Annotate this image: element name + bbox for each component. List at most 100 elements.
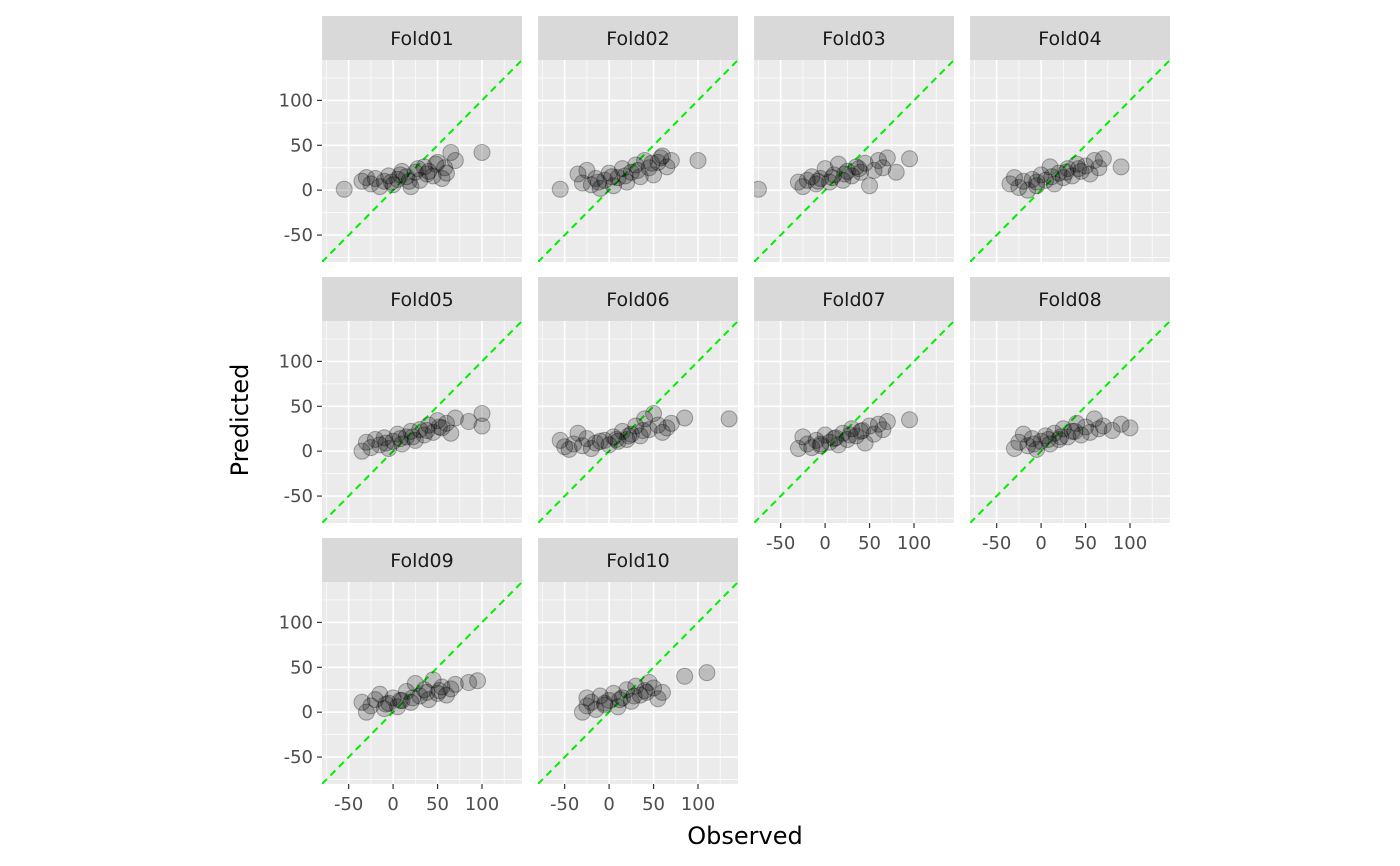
data-point <box>1014 425 1032 443</box>
data-point <box>1069 160 1087 178</box>
data-point <box>803 439 821 457</box>
data-point <box>618 431 636 449</box>
data-point <box>406 674 424 692</box>
data-point <box>847 427 865 445</box>
panel-background <box>538 321 738 523</box>
data-point <box>613 422 631 440</box>
panel-plot-area <box>322 321 522 523</box>
data-point <box>366 170 384 188</box>
data-point <box>362 439 380 457</box>
data-point <box>1028 440 1046 458</box>
data-point <box>878 149 896 167</box>
data-point <box>812 435 830 453</box>
data-point <box>613 160 631 178</box>
data-point <box>605 428 623 446</box>
data-point <box>809 172 827 190</box>
data-point <box>1059 428 1077 446</box>
data-point <box>1052 428 1070 446</box>
data-point <box>853 422 871 440</box>
data-point <box>1121 419 1139 437</box>
panel-background <box>322 60 522 262</box>
data-point <box>397 168 415 186</box>
data-point <box>812 170 830 188</box>
panel-plot-area <box>538 60 738 262</box>
data-point <box>404 689 422 707</box>
data-point <box>676 667 694 685</box>
data-point <box>1112 158 1130 176</box>
data-point <box>591 432 609 450</box>
data-point <box>582 176 600 194</box>
y-tick-label: 100 <box>279 90 313 111</box>
facet-panel-fold01: Fold01 <box>322 16 522 262</box>
data-point <box>433 678 451 696</box>
data-point <box>1032 166 1050 184</box>
data-point <box>1081 423 1099 441</box>
data-point <box>429 684 447 702</box>
data-point <box>437 686 455 704</box>
data-point <box>645 166 663 184</box>
data-point <box>634 422 652 440</box>
data-point <box>1010 178 1028 196</box>
data-point <box>823 169 841 187</box>
data-point <box>825 166 843 184</box>
data-point <box>357 169 375 187</box>
data-point <box>389 425 407 443</box>
facet-panels: Fold01 Fold02 Fold03 Fold04 Fold05 Fold06 Fold… <box>322 16 1170 784</box>
data-point <box>1041 158 1059 176</box>
data-point <box>1019 181 1037 199</box>
data-point <box>430 682 448 700</box>
x-tick-label: 100 <box>1113 533 1147 554</box>
data-point <box>637 683 655 701</box>
data-point <box>436 159 454 177</box>
data-point <box>353 172 371 190</box>
facet-panel-fold10: Fold10 <box>538 538 738 784</box>
data-point <box>645 404 663 422</box>
panel-background <box>322 321 522 523</box>
data-point <box>636 152 654 170</box>
data-point <box>874 159 892 177</box>
panel-plot-area <box>322 60 522 262</box>
data-point <box>424 423 442 441</box>
data-point <box>353 442 371 460</box>
data-point <box>1077 418 1095 436</box>
data-point <box>1068 155 1086 173</box>
data-point <box>622 163 640 181</box>
data-point <box>807 175 825 193</box>
data-point <box>874 421 892 439</box>
data-point <box>653 423 671 441</box>
data-point <box>689 152 707 170</box>
data-point <box>384 689 402 707</box>
data-point <box>1063 422 1081 440</box>
panel-background <box>754 60 954 262</box>
data-point <box>843 167 861 185</box>
data-point <box>377 695 395 713</box>
data-point <box>901 150 919 168</box>
panel-plot-area <box>754 60 954 262</box>
data-point <box>631 427 649 445</box>
data-point <box>556 438 574 456</box>
data-point <box>384 432 402 450</box>
data-point <box>829 436 847 454</box>
panel-plot-area <box>970 321 1170 523</box>
data-point <box>798 435 816 453</box>
data-point <box>605 177 623 195</box>
facet-strip-label: Fold03 <box>822 28 885 50</box>
data-point <box>1014 172 1032 190</box>
data-point <box>662 152 680 170</box>
data-point <box>402 178 420 196</box>
y-tick-label: -50 <box>284 225 313 246</box>
data-point <box>1001 175 1019 193</box>
data-point <box>611 691 629 709</box>
data-point <box>1037 171 1055 189</box>
data-point <box>838 162 856 180</box>
panel-background <box>538 582 738 784</box>
data-point <box>591 179 609 197</box>
data-point <box>578 161 596 179</box>
data-point <box>600 164 618 182</box>
data-point <box>371 178 389 196</box>
data-point <box>803 168 821 186</box>
data-point <box>807 431 825 449</box>
data-point <box>878 413 896 431</box>
facet-strip-label: Fold04 <box>1038 28 1101 50</box>
data-point <box>1028 173 1046 191</box>
